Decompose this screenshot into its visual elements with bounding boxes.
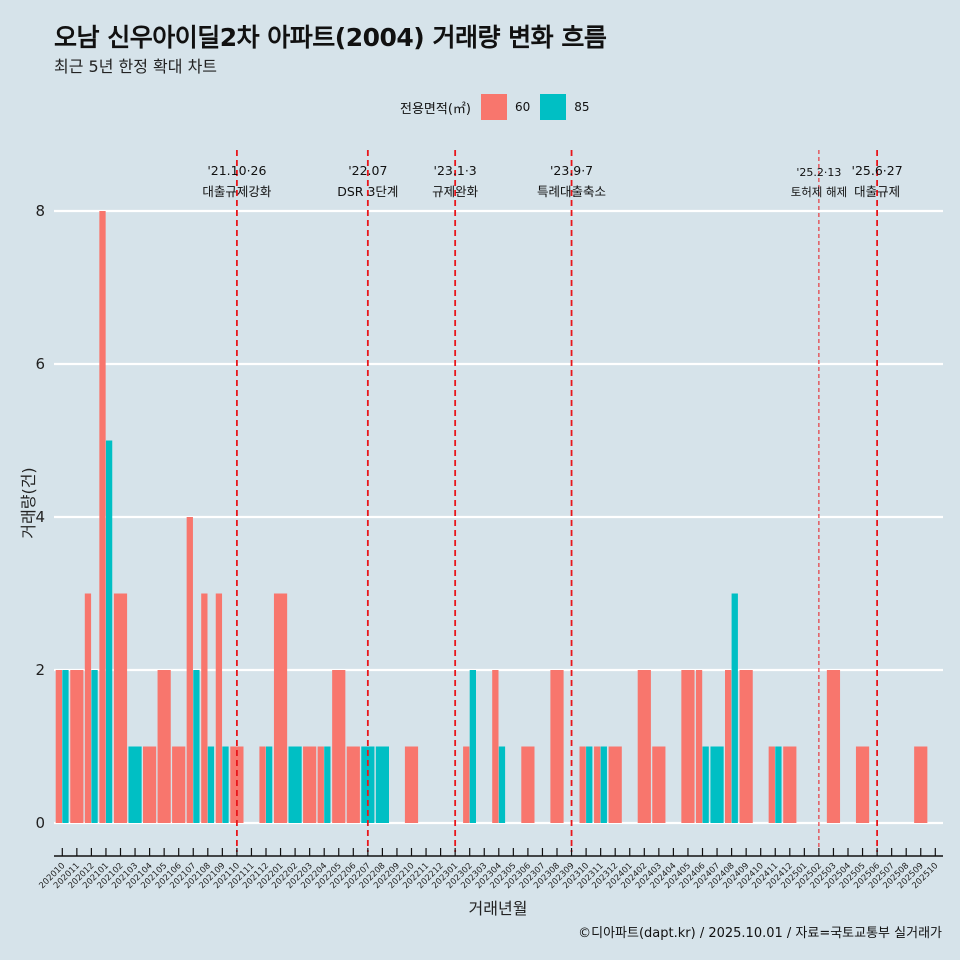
bar-202208-85 bbox=[375, 746, 389, 823]
annotation-label: 규제완화 bbox=[432, 184, 479, 199]
bar-202406-60 bbox=[695, 670, 703, 823]
chart-subtitle: 최근 5년 한정 확대 차트 bbox=[54, 57, 218, 76]
annotation-lines bbox=[235, 150, 878, 852]
bar-202202-85 bbox=[288, 746, 302, 823]
bar-202412-60 bbox=[783, 746, 797, 823]
bar-202411-85 bbox=[775, 746, 782, 823]
bar-202201-60 bbox=[273, 593, 288, 823]
annotation-date: '21.10·26 bbox=[207, 163, 266, 178]
annotation-date: '25.6·27 bbox=[852, 163, 903, 178]
bar-202109-85 bbox=[222, 746, 229, 823]
bar-202012-85 bbox=[91, 670, 98, 823]
bar-202101-85 bbox=[105, 440, 113, 823]
bar-202304-60 bbox=[492, 670, 499, 823]
bar-202104-60 bbox=[143, 746, 157, 823]
annotation-label: 대출규제 bbox=[854, 184, 900, 199]
annotation-label: DSR 3단계 bbox=[337, 184, 398, 199]
bar-202109-60 bbox=[215, 593, 223, 823]
legend-label-60: 60 bbox=[514, 100, 531, 114]
bar-202010-60 bbox=[55, 670, 62, 823]
bar-202011-60 bbox=[70, 670, 84, 823]
bar-202010-85 bbox=[62, 670, 69, 823]
bar-202306-60 bbox=[521, 746, 535, 823]
y-tick-label: 2 bbox=[35, 661, 45, 679]
bar-202205-60 bbox=[332, 670, 346, 823]
bar-202312-60 bbox=[608, 746, 622, 823]
bar-202103-85 bbox=[128, 746, 142, 823]
bar-202503-60 bbox=[826, 670, 841, 823]
y-axis-label: 거래량(건) bbox=[19, 467, 38, 538]
bar-202112-85 bbox=[266, 746, 273, 823]
legend-swatch-85 bbox=[540, 94, 567, 120]
bar-202012-60 bbox=[84, 593, 92, 823]
y-axis: 0 2 4 6 8 bbox=[35, 202, 45, 832]
bar-202310-60 bbox=[579, 746, 586, 823]
annotation-label: 토허제 해제 bbox=[791, 185, 848, 199]
bar-202107-60 bbox=[186, 517, 193, 823]
bar-202406-85 bbox=[702, 746, 709, 823]
bar-202409-60 bbox=[739, 670, 753, 823]
y-tick-label: 0 bbox=[35, 814, 45, 832]
bar-202204-60 bbox=[317, 746, 324, 823]
bar-202206-60 bbox=[346, 746, 360, 823]
bars bbox=[55, 211, 928, 823]
bar-202411-60 bbox=[768, 746, 775, 823]
annotation-date: '23.1·3 bbox=[434, 163, 477, 178]
bar-202407-85 bbox=[710, 746, 724, 823]
bar-202311-85 bbox=[600, 746, 607, 823]
bar-202304-85 bbox=[498, 746, 506, 823]
annotation-label: 특례대출축소 bbox=[537, 184, 606, 199]
x-axis-label: 거래년월 bbox=[469, 899, 528, 918]
bar-202505-60 bbox=[855, 746, 870, 823]
bar-202108-85 bbox=[207, 746, 215, 823]
bar-202102-60 bbox=[113, 593, 128, 823]
bar-202403-60 bbox=[652, 746, 666, 823]
bar-202108-60 bbox=[201, 593, 208, 823]
bar-202302-60 bbox=[463, 746, 470, 823]
legend-label-85: 85 bbox=[574, 100, 590, 114]
bar-202408-60 bbox=[725, 670, 732, 823]
bar-202405-60 bbox=[681, 670, 695, 823]
bar-202402-60 bbox=[637, 670, 651, 823]
legend: 전용면적(㎡) 60 85 bbox=[400, 93, 600, 121]
y-tick-label: 8 bbox=[35, 202, 45, 220]
bar-202203-60 bbox=[303, 746, 317, 823]
bar-202308-60 bbox=[550, 670, 564, 823]
bar-202204-85 bbox=[324, 746, 331, 823]
annotation-label: 대출규제강화 bbox=[202, 184, 272, 199]
bar-202302-85 bbox=[469, 670, 476, 823]
bar-202509-60 bbox=[914, 746, 928, 823]
legend-title: 전용면적(㎡) bbox=[400, 101, 471, 117]
source-caption: ©디아파트(dapt.kr) / 2025.10.01 / 자료=국토교통부 실… bbox=[578, 926, 942, 941]
bar-202112-60 bbox=[259, 746, 266, 823]
bar-202106-60 bbox=[172, 746, 186, 823]
annotation-date: '23.9·7 bbox=[550, 163, 593, 178]
annotation-labels: '21.10·26 대출규제강화 '22.07 DSR 3단계 '23.1·3 규제완화 '… bbox=[202, 163, 902, 199]
annotation-date: '22.07 bbox=[348, 163, 387, 178]
legend-swatch-60 bbox=[480, 94, 507, 120]
bar-202408-85 bbox=[731, 593, 738, 823]
bar-202311-60 bbox=[594, 746, 601, 823]
bar-202105-60 bbox=[157, 670, 171, 823]
bar-202210-60 bbox=[404, 746, 419, 823]
bar-202101-60 bbox=[99, 211, 106, 823]
chart-title: 오남 신우아이딜2차 아파트(2004) 거래량 변화 흐름 bbox=[54, 23, 607, 52]
bar-202310-85 bbox=[586, 746, 593, 823]
bar-202107-85 bbox=[193, 670, 200, 823]
y-tick-label: 4 bbox=[35, 508, 45, 526]
x-axis: 2020102020112020122021012021022021032021… bbox=[37, 848, 943, 891]
y-tick-label: 6 bbox=[35, 355, 45, 373]
annotation-date: '25.2·13 bbox=[796, 166, 841, 179]
